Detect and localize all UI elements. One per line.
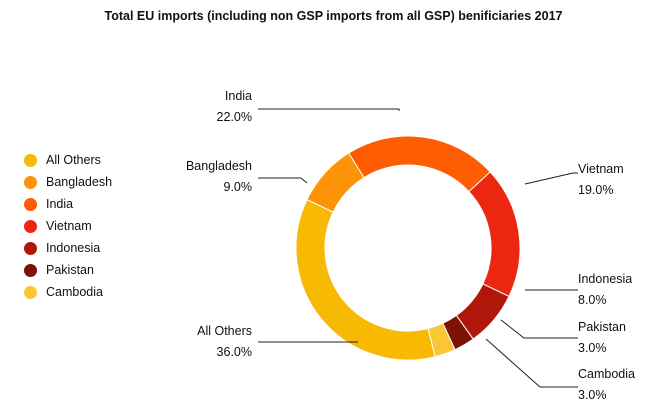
legend-swatch [24,219,37,233]
leader-line-cambodia [485,338,578,388]
callouts: India 22.0% Vietnam 19.0% Indonesia 8.0% Pakis… [186,89,635,402]
legend-label: Bangladesh [46,175,113,189]
leader-line-bangladesh [258,177,308,184]
legend-swatch [24,153,37,167]
slice-value-all-others: 36.0% [217,345,252,359]
legend-item-cambodia: Cambodia [24,281,112,303]
legend-swatch [24,263,37,277]
leader-line-india [258,108,400,111]
legend-item-pakistan: Pakistan [24,259,112,281]
legend-item-all-others: All Others [24,149,112,171]
slice-label-indonesia: Indonesia [578,272,632,286]
slice-value-indonesia: 8.0% [578,293,607,307]
legend-swatch [24,175,37,189]
legend-item-indonesia: Indonesia [24,237,112,259]
legend: All Others Bangladesh India Vietnam Indonesi… [24,149,112,303]
leader-line-vietnam [524,172,578,185]
legend-label: India [46,197,74,211]
leader-line-pakistan [500,319,578,339]
legend-label: Indonesia [46,241,101,255]
slice-label-india: India [225,89,252,103]
slice-all-others [295,198,436,361]
slice-label-vietnam: Vietnam [578,162,624,176]
legend-swatch [24,241,37,255]
slice-bangladesh [306,152,365,213]
slice-value-india: 22.0% [217,110,252,124]
slices [295,135,521,361]
slice-value-vietnam: 19.0% [578,183,613,197]
legend-item-vietnam: Vietnam [24,215,112,237]
legend-label: Vietnam [46,219,92,233]
legend-label: Pakistan [46,263,94,277]
legend-label: Cambodia [46,285,103,299]
legend-label: All Others [46,153,101,167]
slice-value-bangladesh: 9.0% [224,180,253,194]
legend-item-india: India [24,193,112,215]
slice-label-cambodia: Cambodia [578,367,635,381]
legend-item-bangladesh: Bangladesh [24,171,112,193]
legend-swatch [24,285,37,299]
slice-vietnam [468,171,521,298]
slice-label-pakistan: Pakistan [578,320,626,334]
slice-value-pakistan: 3.0% [578,341,607,355]
chart-title: Total EU imports (including non GSP impo… [104,9,563,23]
slice-india [347,135,491,193]
slice-value-cambodia: 3.0% [578,388,607,402]
slice-label-bangladesh: Bangladesh [186,159,252,173]
legend-swatch [24,197,37,211]
slice-label-all-others: All Others [197,324,252,338]
